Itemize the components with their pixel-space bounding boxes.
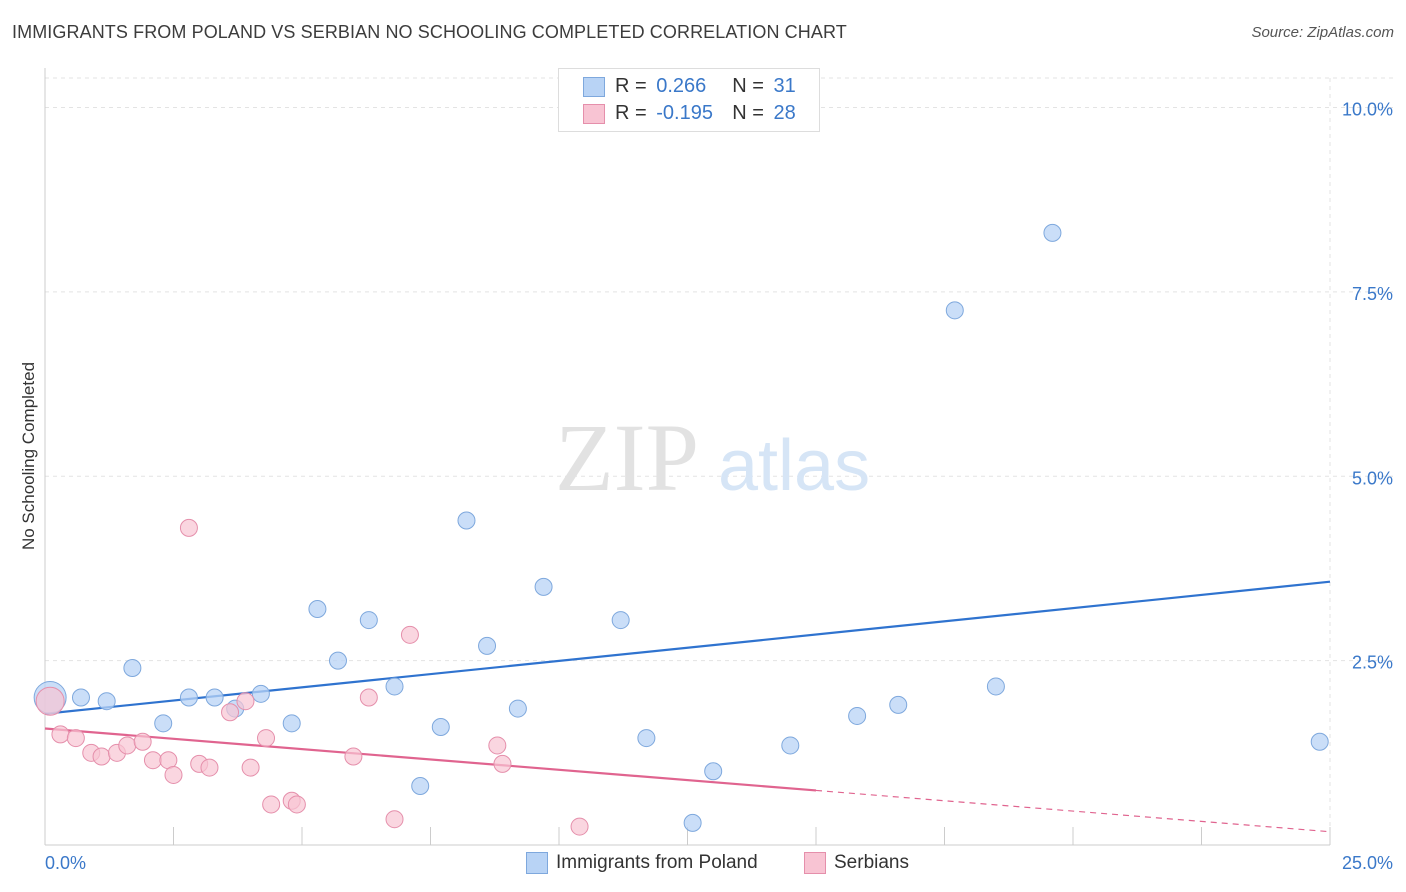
chart-title: IMMIGRANTS FROM POLAND VS SERBIAN NO SCH…: [12, 22, 847, 42]
y-tick-label: 7.5%: [1352, 284, 1393, 304]
serbian-point: [118, 736, 137, 755]
poland-point: [611, 611, 630, 630]
serbian-point: [570, 817, 589, 836]
poland-point: [97, 692, 116, 711]
serbian-n-label: N =: [732, 102, 764, 124]
y-tick-label: 2.5%: [1352, 653, 1393, 673]
serbian-point: [35, 686, 65, 716]
serbian-point: [287, 795, 306, 814]
bottom-legend-serbian: Serbians: [804, 852, 909, 874]
poland-point: [411, 777, 430, 795]
serbian-point: [164, 765, 183, 784]
poland-point: [251, 684, 270, 703]
serbian-point: [359, 688, 378, 707]
poland-n-value: 31: [773, 75, 796, 97]
bottom-serbian-label: Serbians: [834, 852, 909, 874]
serbian-point: [51, 725, 70, 744]
serbian-point: [236, 692, 255, 711]
serbian-point: [179, 518, 198, 537]
poland-r-label: R =: [615, 75, 647, 97]
serbian-swatch: [583, 103, 605, 124]
poland-point: [848, 706, 867, 725]
serbian-point: [241, 758, 260, 777]
poland-point: [704, 762, 723, 781]
poland-point: [457, 511, 476, 530]
serbian-point: [493, 754, 512, 773]
poland-point: [385, 677, 404, 696]
x-tick-label-min: 0.0%: [45, 853, 86, 873]
legend-row-poland: R = 0.266 N = 31: [583, 75, 796, 99]
x-tick-label-max: 25.0%: [1342, 853, 1393, 873]
bottom-serbian-swatch: [804, 852, 826, 874]
watermark-atlas: atlas: [718, 426, 870, 506]
poland-point: [359, 611, 378, 630]
bottom-poland-swatch: [526, 852, 548, 874]
point-layer: [33, 223, 1329, 836]
poland-point: [154, 714, 173, 733]
poland-point: [1043, 223, 1062, 242]
poland-point: [71, 688, 90, 707]
serbian-point: [385, 810, 404, 829]
y-tick-label: 5.0%: [1352, 468, 1393, 488]
poland-point: [683, 813, 702, 832]
poland-point: [431, 718, 450, 736]
correlation-legend: R = 0.266 N = 31 R = -0.195 N = 28: [558, 68, 820, 132]
poland-r-value: 0.266: [656, 75, 707, 97]
serbian-point: [66, 729, 85, 748]
bottom-legend-poland: Immigrants from Poland: [526, 852, 758, 874]
poland-swatch: [583, 76, 605, 97]
poland-point: [282, 714, 301, 733]
serbian-n-value: 28: [773, 102, 796, 124]
poland-point: [637, 729, 656, 748]
poland-point: [123, 659, 142, 677]
source-label: Source: ZipAtlas.com: [1251, 24, 1394, 41]
poland-point: [328, 651, 347, 670]
serbian-point: [344, 747, 363, 766]
poland-point: [534, 577, 553, 596]
poland-point: [478, 636, 497, 655]
serbian-point: [221, 703, 240, 722]
y-tick-label: 10.0%: [1342, 100, 1393, 120]
poland-n-label: N =: [732, 75, 764, 97]
poland-point: [205, 688, 224, 707]
serbian-trend-extension: [815, 789, 1331, 833]
poland-point: [308, 600, 327, 618]
serbian-point: [262, 795, 281, 814]
poland-point: [945, 301, 964, 320]
serbian-r-value: -0.195: [656, 102, 713, 124]
legend-row-serbian: R = -0.195 N = 28: [583, 102, 796, 126]
poland-trend-line: [44, 580, 1331, 715]
serbian-point: [133, 732, 152, 751]
y-axis-label: No Schooling Completed: [19, 362, 38, 550]
serbian-point: [257, 729, 276, 748]
serbian-r-label: R =: [615, 102, 647, 124]
poland-point: [781, 736, 800, 755]
poland-point: [986, 677, 1005, 696]
poland-point: [1310, 732, 1329, 751]
axis-layer: 2.5% 5.0% 7.5% 10.0% 0.0% 25.0%: [44, 68, 1393, 873]
watermark-zip: ZIP: [555, 404, 699, 511]
serbian-point: [488, 736, 507, 755]
poland-point: [508, 699, 527, 718]
serbian-point: [200, 758, 219, 777]
serbian-point: [92, 747, 111, 766]
poland-point: [179, 688, 198, 707]
serbian-point: [143, 751, 162, 770]
bottom-poland-label: Immigrants from Poland: [556, 852, 758, 874]
poland-point: [889, 695, 908, 714]
serbian-point: [400, 625, 419, 644]
serbian-trend-line: [44, 727, 817, 792]
